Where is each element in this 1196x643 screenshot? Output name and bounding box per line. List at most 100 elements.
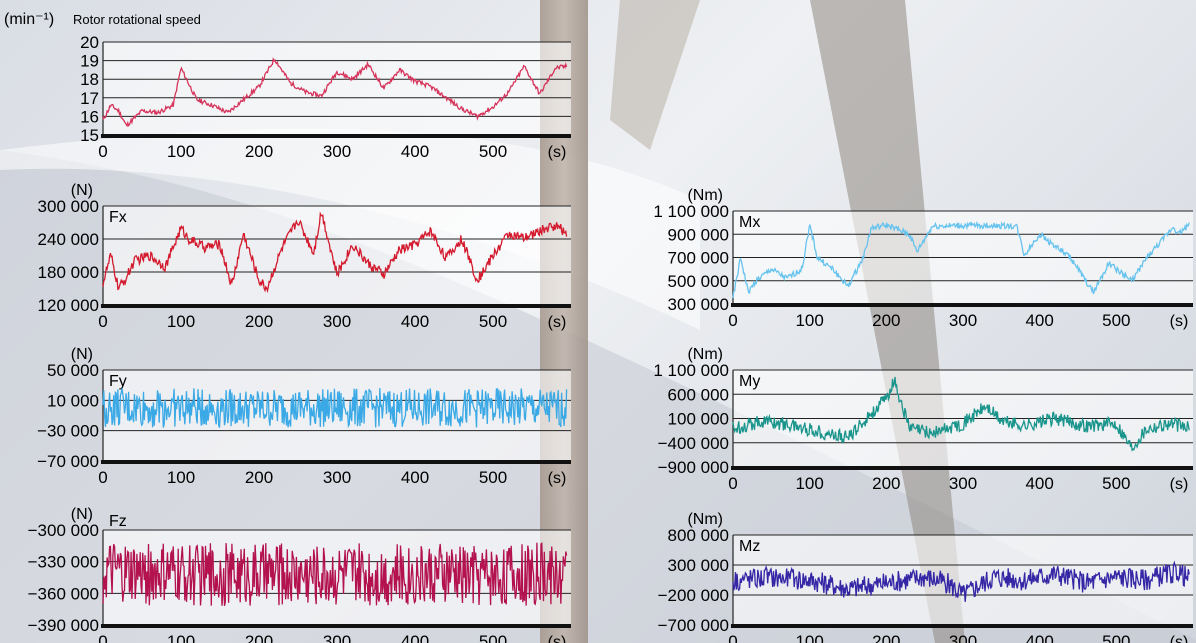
y-tick-label: 800 000	[668, 526, 729, 545]
series-name-label: Fz	[109, 513, 127, 530]
y-tick-label: −70 000	[37, 452, 99, 471]
x-tick-label: 300	[323, 312, 351, 331]
y-tick-label: 180 000	[38, 263, 99, 282]
y-tick-label: 300 000	[38, 197, 99, 216]
x-tick-label: 300	[323, 142, 351, 161]
x-tick-label: 100	[167, 312, 195, 331]
x-tick-label: 100	[795, 632, 823, 643]
x-tick-label: 300	[323, 632, 351, 643]
x-unit-label: (s)	[548, 314, 567, 331]
x-tick-label: 0	[728, 632, 737, 643]
x-tick-label: 300	[949, 474, 977, 493]
y-tick-label: 240 000	[38, 230, 99, 249]
series-line	[732, 376, 1190, 452]
y-tick-label: 300 000	[668, 295, 729, 314]
x-tick-label: 400	[401, 468, 429, 487]
x-tick-label: 100	[167, 142, 195, 161]
y-tick-label: 16	[80, 107, 99, 126]
x-tick-label: 200	[245, 312, 273, 331]
series-name-label: Fx	[109, 209, 127, 226]
series-line	[732, 560, 1190, 602]
y-tick-label: 600 000	[668, 385, 729, 404]
y-tick-label: −900 000	[658, 458, 729, 477]
plot-area	[103, 530, 571, 625]
series-name-label: Mx	[739, 214, 760, 231]
x-tick-label: 300	[949, 632, 977, 643]
x-tick-label: 200	[872, 311, 900, 330]
x-tick-label: 0	[728, 311, 737, 330]
x-tick-label: 0	[98, 142, 107, 161]
y-unit-label: (Nm)	[687, 187, 723, 204]
x-tick-label: 200	[245, 632, 273, 643]
x-tick-label: 500	[1102, 311, 1130, 330]
series-line	[102, 57, 568, 128]
y-tick-label: 500 000	[668, 272, 729, 291]
x-tick-label: 400	[1025, 632, 1053, 643]
y-tick-label: 300 000	[668, 556, 729, 575]
x-unit-label: (s)	[1170, 634, 1189, 643]
y-tick-label: 10 000	[47, 391, 99, 410]
x-tick-label: 500	[1102, 632, 1130, 643]
x-unit-label: (s)	[548, 144, 567, 161]
x-unit-label: (s)	[1170, 476, 1189, 493]
x-tick-label: 400	[1025, 311, 1053, 330]
x-unit-label: (s)	[548, 634, 567, 643]
x-tick-label: 0	[98, 468, 107, 487]
y-tick-label: −400 000	[658, 434, 729, 453]
series-line	[732, 220, 1190, 299]
x-unit-label: (s)	[548, 470, 567, 487]
y-tick-label: 17	[80, 89, 99, 108]
y-tick-label: 100 000	[668, 410, 729, 429]
x-tick-label: 100	[795, 474, 823, 493]
y-tick-label: 19	[80, 52, 99, 71]
x-tick-label: 300	[323, 468, 351, 487]
x-tick-label: 0	[98, 632, 107, 643]
y-tick-label: −300 000	[28, 521, 99, 540]
y-tick-label: −700 000	[658, 616, 729, 635]
y-tick-label: −390 000	[28, 616, 99, 635]
plot-area	[103, 206, 571, 305]
y-tick-label: 20	[80, 33, 99, 52]
plot-area	[103, 42, 571, 135]
y-tick-label: −330 000	[28, 553, 99, 572]
y-tick-label: −200 000	[658, 586, 729, 605]
y-tick-label: 120 000	[38, 296, 99, 315]
x-tick-label: 200	[245, 468, 273, 487]
y-tick-label: 15	[80, 126, 99, 145]
y-unit-label: (Nm)	[687, 346, 723, 363]
series-name-label: Mz	[739, 538, 760, 555]
x-tick-label: 200	[872, 632, 900, 643]
y-tick-label: 700 000	[668, 249, 729, 268]
y-tick-label: −360 000	[28, 584, 99, 603]
x-tick-label: 100	[167, 632, 195, 643]
series-line	[102, 387, 568, 429]
x-tick-label: 500	[1102, 474, 1130, 493]
series-line	[102, 211, 568, 294]
y-tick-label: 1 100 000	[653, 361, 729, 380]
y-unit-label: (Nm)	[687, 511, 723, 528]
x-tick-label: 100	[795, 311, 823, 330]
x-tick-label: 300	[949, 311, 977, 330]
y-tick-label: −30 000	[37, 422, 99, 441]
series-line	[102, 542, 568, 607]
y-unit-label: (N)	[71, 346, 93, 363]
y-tick-label: 18	[80, 70, 99, 89]
y-tick-label: 50 000	[47, 361, 99, 380]
x-tick-label: 500	[479, 312, 507, 331]
blade-shape	[610, 0, 700, 150]
x-tick-label: 200	[245, 142, 273, 161]
series-name-label: Fy	[109, 373, 127, 390]
y-unit-label: (N)	[71, 182, 93, 199]
x-unit-label: (s)	[1170, 313, 1189, 330]
x-tick-label: 500	[479, 142, 507, 161]
x-tick-label: 400	[401, 312, 429, 331]
plot-area	[103, 370, 571, 461]
x-tick-label: 200	[872, 474, 900, 493]
